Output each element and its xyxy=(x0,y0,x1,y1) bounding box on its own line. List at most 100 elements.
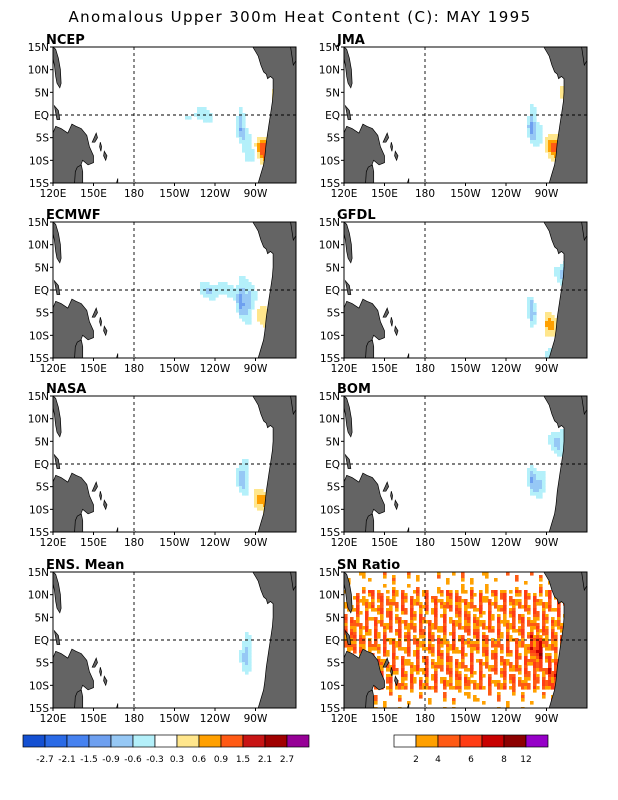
y-tick-label: 15N xyxy=(28,391,49,403)
colorbar-label: 2.1 xyxy=(258,755,272,765)
x-tick-label: 180 xyxy=(415,188,435,200)
y-tick-label: 15S xyxy=(29,353,49,365)
y-tick-label: 15S xyxy=(320,527,340,539)
y-tick-label: EQ xyxy=(34,285,49,297)
land-mask xyxy=(250,47,296,183)
y-tick-label: 15N xyxy=(319,391,340,403)
heat-field xyxy=(53,572,296,708)
x-tick-label: 90W xyxy=(244,537,268,549)
x-tick-label: 120E xyxy=(331,537,358,549)
colorbar-label: 0.9 xyxy=(214,755,229,765)
panel-title: ECMWF xyxy=(46,208,101,223)
x-tick-label: 120W xyxy=(491,537,522,549)
land-mask xyxy=(250,572,296,708)
land-mask xyxy=(99,667,102,677)
y-tick-label: 5N xyxy=(34,436,49,448)
y-tick-label: 5N xyxy=(325,262,340,274)
y-tick-label: EQ xyxy=(325,285,340,297)
land-mask xyxy=(541,396,587,532)
land-mask xyxy=(407,527,410,532)
y-tick-label: 5S xyxy=(327,482,341,494)
heat-field xyxy=(53,222,296,358)
land-mask xyxy=(390,667,393,677)
land-mask xyxy=(53,453,61,469)
sn-colorbar-label: 6 xyxy=(468,755,474,765)
x-tick-label: 150W xyxy=(450,537,481,549)
colorbar-swatch xyxy=(242,734,266,748)
land-mask xyxy=(344,47,353,89)
panel: ENS. Mean 120E 150E 180 150W 120W 90W 15N 10N 5N E… xyxy=(28,558,297,725)
panel-title: JMA xyxy=(336,33,365,48)
land-mask xyxy=(541,222,587,358)
y-tick-label: 10N xyxy=(319,240,340,252)
land-mask xyxy=(581,572,587,592)
x-tick-label: 180 xyxy=(124,188,144,200)
y-tick-label: 10N xyxy=(28,590,49,602)
x-tick-label: 120W xyxy=(491,363,522,375)
y-tick-label: 5S xyxy=(36,133,50,145)
y-tick-label: 10S xyxy=(320,330,340,342)
land-mask xyxy=(581,222,587,242)
x-tick-label: 120E xyxy=(40,537,67,549)
colorbar-label: -0.9 xyxy=(102,755,120,765)
land-mask xyxy=(344,629,352,645)
heat-field xyxy=(344,572,587,708)
panel-title: GFDL xyxy=(337,208,376,223)
y-tick-label: 5N xyxy=(325,612,340,624)
x-tick-label: 120W xyxy=(200,713,231,725)
x-tick-label: 120E xyxy=(40,363,67,375)
colorbar-swatch xyxy=(132,734,156,748)
heat-field xyxy=(53,47,296,183)
colorbar-label: -2.7 xyxy=(36,755,54,765)
y-tick-label: 15N xyxy=(319,217,340,229)
land-mask xyxy=(99,491,102,501)
sn-colorbar-swatch xyxy=(525,734,549,748)
x-tick-label: 180 xyxy=(415,363,435,375)
y-tick-label: 15S xyxy=(320,703,340,715)
x-tick-label: 180 xyxy=(415,713,435,725)
land-mask xyxy=(344,279,352,295)
y-tick-label: 5S xyxy=(327,658,341,670)
y-tick-label: 10S xyxy=(320,155,340,167)
sn-colorbar-swatch xyxy=(503,734,527,748)
land-mask xyxy=(250,222,296,358)
x-tick-label: 120W xyxy=(200,363,231,375)
land-mask xyxy=(74,339,84,358)
x-tick-label: 180 xyxy=(124,537,144,549)
colorbar-label: 2.7 xyxy=(280,755,294,765)
anomaly-colorbar: -2.7 -2.1 -1.5 -0.9 -0.6 -0.3 0.3 0.6 0.9 1.5 2.1 2… xyxy=(22,734,310,765)
land-mask xyxy=(581,47,587,67)
land-mask xyxy=(103,675,108,687)
panel: BOM 120E 150E 180 150W 120W 90W 15N 10N 5N EQ 5S 10S… xyxy=(319,382,588,549)
x-tick-label: 150E xyxy=(80,713,107,725)
x-tick-label: 90W xyxy=(244,188,268,200)
colorbar-label: -1.5 xyxy=(80,755,98,765)
x-tick-label: 150W xyxy=(159,188,190,200)
x-tick-label: 120E xyxy=(40,713,67,725)
land-mask xyxy=(116,527,119,532)
sn-colorbar-label: 4 xyxy=(435,755,441,765)
x-tick-label: 90W xyxy=(535,188,559,200)
panel-title: NASA xyxy=(46,382,86,397)
land-mask xyxy=(99,142,102,152)
x-tick-label: 150W xyxy=(159,713,190,725)
y-tick-label: 5N xyxy=(325,87,340,99)
land-mask xyxy=(365,339,375,358)
land-mask xyxy=(290,222,296,242)
x-tick-label: 180 xyxy=(124,363,144,375)
sn-colorbar: 2 4 6 8 12 xyxy=(393,734,549,765)
sn-colorbar-swatch xyxy=(393,734,417,748)
x-tick-label: 150E xyxy=(80,188,107,200)
sn-colorbar-swatch xyxy=(437,734,461,748)
panel-title: NCEP xyxy=(46,33,85,48)
y-tick-label: 15N xyxy=(28,42,49,54)
land-mask xyxy=(365,689,375,708)
x-tick-label: 150W xyxy=(159,537,190,549)
y-tick-label: EQ xyxy=(325,635,340,647)
land-mask xyxy=(99,317,102,327)
y-tick-label: 5S xyxy=(36,308,50,320)
land-mask xyxy=(53,629,61,645)
land-mask xyxy=(344,453,352,469)
x-tick-label: 150W xyxy=(159,363,190,375)
